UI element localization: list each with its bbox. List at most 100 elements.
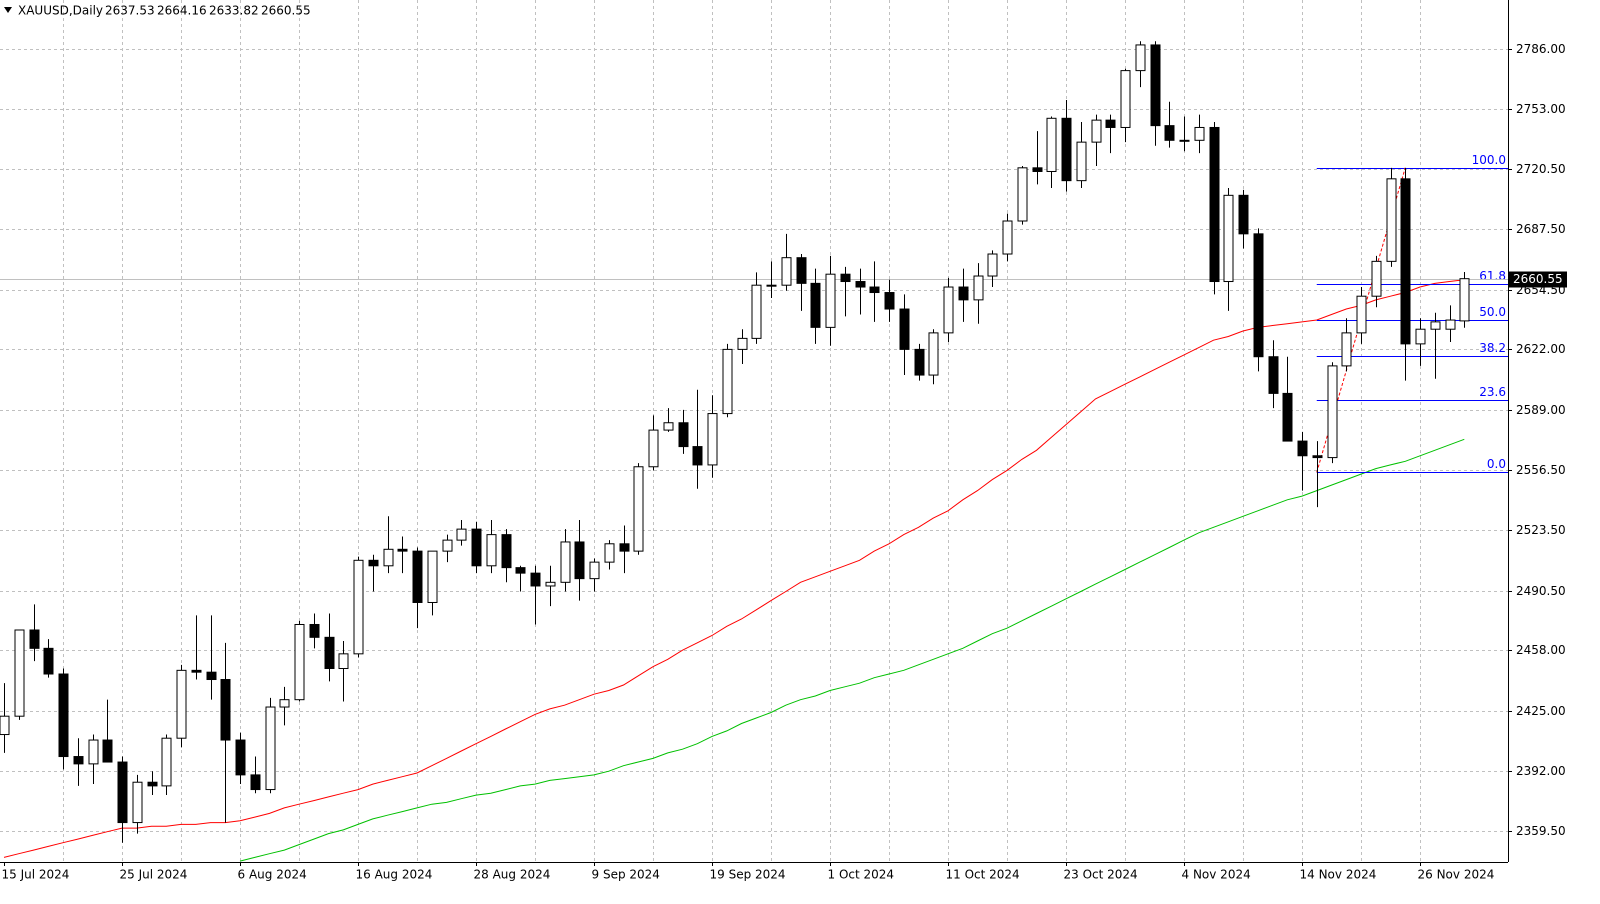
candle-body — [191, 669, 202, 673]
candle-body — [943, 286, 954, 334]
axes: 2359.50 2392.00 2425.00 2458.00 2490.50 2523.… — [0, 0, 1567, 882]
y-tick-label: 2392.00 — [1516, 764, 1566, 778]
header-open: 2637.53 — [105, 4, 155, 18]
y-tick-label: 2523.50 — [1516, 523, 1566, 537]
candle-body — [840, 273, 851, 283]
x-tick-label: 14 Nov 2024 — [1300, 868, 1377, 882]
candle-body — [1091, 119, 1102, 143]
candle-body — [707, 413, 718, 466]
candle-body — [678, 422, 689, 448]
candle-body — [796, 257, 807, 284]
fib-level-label: 61.8 — [1479, 269, 1506, 283]
candle-body — [456, 528, 467, 541]
candle-body — [1120, 70, 1131, 128]
candle-body — [692, 446, 703, 466]
candle-body — [1415, 328, 1426, 345]
candle-body — [1371, 260, 1382, 297]
candle-body — [471, 528, 482, 567]
candle-body — [619, 543, 630, 552]
y-tick-label: 2687.50 — [1516, 222, 1566, 236]
candle-body — [1253, 233, 1264, 358]
candle-body — [958, 286, 969, 301]
candle-body — [1209, 126, 1220, 283]
candle-body — [235, 739, 246, 776]
x-tick-label: 19 Sep 2024 — [710, 868, 786, 882]
candle-body — [1179, 139, 1190, 142]
candle-body — [43, 647, 54, 675]
candle-body — [884, 292, 895, 310]
candle-body — [1430, 321, 1441, 330]
candle-body — [589, 561, 600, 580]
candle-body — [928, 332, 939, 376]
candle-body — [14, 629, 25, 717]
overlays: 0.0 23.6 38.2 50.0 61.8 100.0 — [0, 153, 1508, 862]
candle-body — [1297, 440, 1308, 457]
x-tick-label: 25 Jul 2024 — [120, 868, 188, 882]
candle-body — [899, 308, 910, 350]
candle-body — [545, 581, 556, 587]
y-tick-label: 2720.50 — [1516, 162, 1566, 176]
y-tick-label: 2786.00 — [1516, 42, 1566, 56]
candle-body — [1135, 44, 1146, 72]
header-low: 2633.82 — [209, 4, 259, 18]
candle-body — [1459, 278, 1470, 322]
y-tick-label: 2425.00 — [1516, 704, 1566, 718]
candle-body — [383, 548, 394, 567]
candle-body — [1032, 167, 1043, 172]
candle-body — [1327, 365, 1338, 459]
candle-body — [206, 671, 217, 681]
candle-body — [73, 756, 84, 765]
candle-body — [501, 534, 512, 569]
y-tick-label: 2622.00 — [1516, 342, 1566, 356]
candle-body — [102, 739, 113, 763]
candle-body — [1341, 332, 1352, 367]
candle-body — [973, 275, 984, 301]
candle-body — [147, 781, 158, 787]
candle-body — [648, 429, 659, 468]
x-tick-label: 26 Nov 2024 — [1418, 868, 1495, 882]
candle-body — [442, 539, 453, 552]
candle-body — [604, 543, 615, 563]
candle-body — [1356, 295, 1367, 334]
candle-body — [1150, 44, 1161, 127]
x-tick-label: 15 Jul 2024 — [2, 868, 70, 882]
y-tick-label: 2589.00 — [1516, 403, 1566, 417]
candle-body — [633, 466, 644, 552]
current-price-box — [1509, 271, 1567, 288]
candle-body — [1386, 178, 1397, 262]
candle-body — [427, 550, 438, 603]
x-tick-label: 1 Oct 2024 — [828, 868, 895, 882]
candle-body — [737, 337, 748, 350]
fib-level-label: 50.0 — [1479, 305, 1506, 319]
y-tick-label: 2753.00 — [1516, 102, 1566, 116]
candle-body — [1194, 126, 1205, 141]
candle-body — [58, 673, 69, 758]
y-tick-label: 2556.50 — [1516, 463, 1566, 477]
fib-level-label: 38.2 — [1479, 341, 1506, 355]
candle-body — [766, 284, 777, 287]
candle-body — [1061, 117, 1072, 182]
candle-body — [1076, 141, 1087, 182]
candle-body — [810, 282, 821, 328]
candle-body — [1002, 220, 1013, 255]
fib-level-label: 0.0 — [1487, 457, 1506, 471]
candle-body — [250, 774, 261, 791]
candle-body — [176, 669, 187, 739]
candle-body — [1238, 194, 1249, 235]
candle-body — [560, 541, 571, 583]
candle-body — [1282, 392, 1293, 442]
candle-body — [412, 550, 423, 603]
candle-body — [1268, 356, 1279, 394]
candle-body — [368, 559, 379, 567]
candle-body — [117, 761, 128, 824]
y-tick-label: 2490.50 — [1516, 584, 1566, 598]
header-close: 2660.55 — [261, 4, 311, 18]
candle-body — [88, 739, 99, 765]
candles — [0, 41, 1470, 843]
candle-body — [324, 636, 335, 670]
header: XAUUSD,Daily 2637.53 2664.16 2633.82 266… — [4, 4, 311, 18]
candle-body — [29, 629, 40, 649]
candle-body — [0, 715, 10, 736]
header-high: 2664.16 — [157, 4, 207, 18]
